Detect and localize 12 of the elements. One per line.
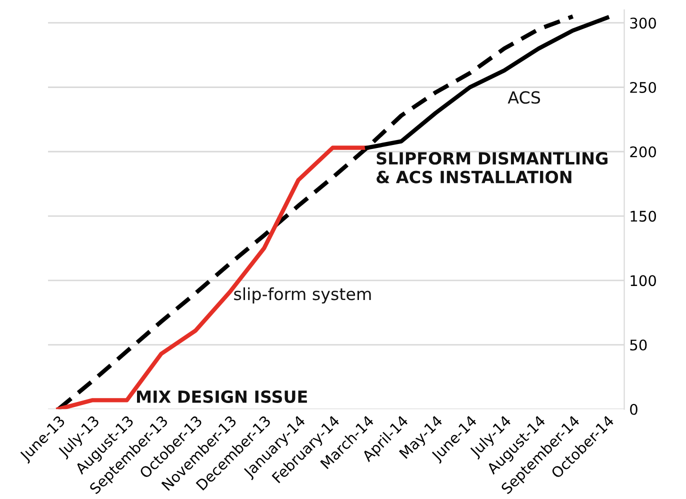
y-tick-label: 100 (630, 275, 656, 286)
line-series (56, 146, 370, 410)
series-label: slip-form system (234, 287, 371, 304)
annotation: MIX DESIGN ISSUE (137, 390, 307, 404)
annotation: SLIPFORM DISMANTLING & ACS INSTALLATION (376, 152, 608, 184)
y-tick-label: 0 (630, 404, 638, 415)
y-tick-label: 150 (630, 210, 656, 222)
series-label: ACS (508, 91, 540, 104)
y-tick-label: 250 (630, 82, 656, 93)
y-tick-label: 300 (630, 18, 656, 29)
y-tick-label: 200 (630, 146, 656, 158)
y-tick-label: 50 (630, 340, 647, 351)
